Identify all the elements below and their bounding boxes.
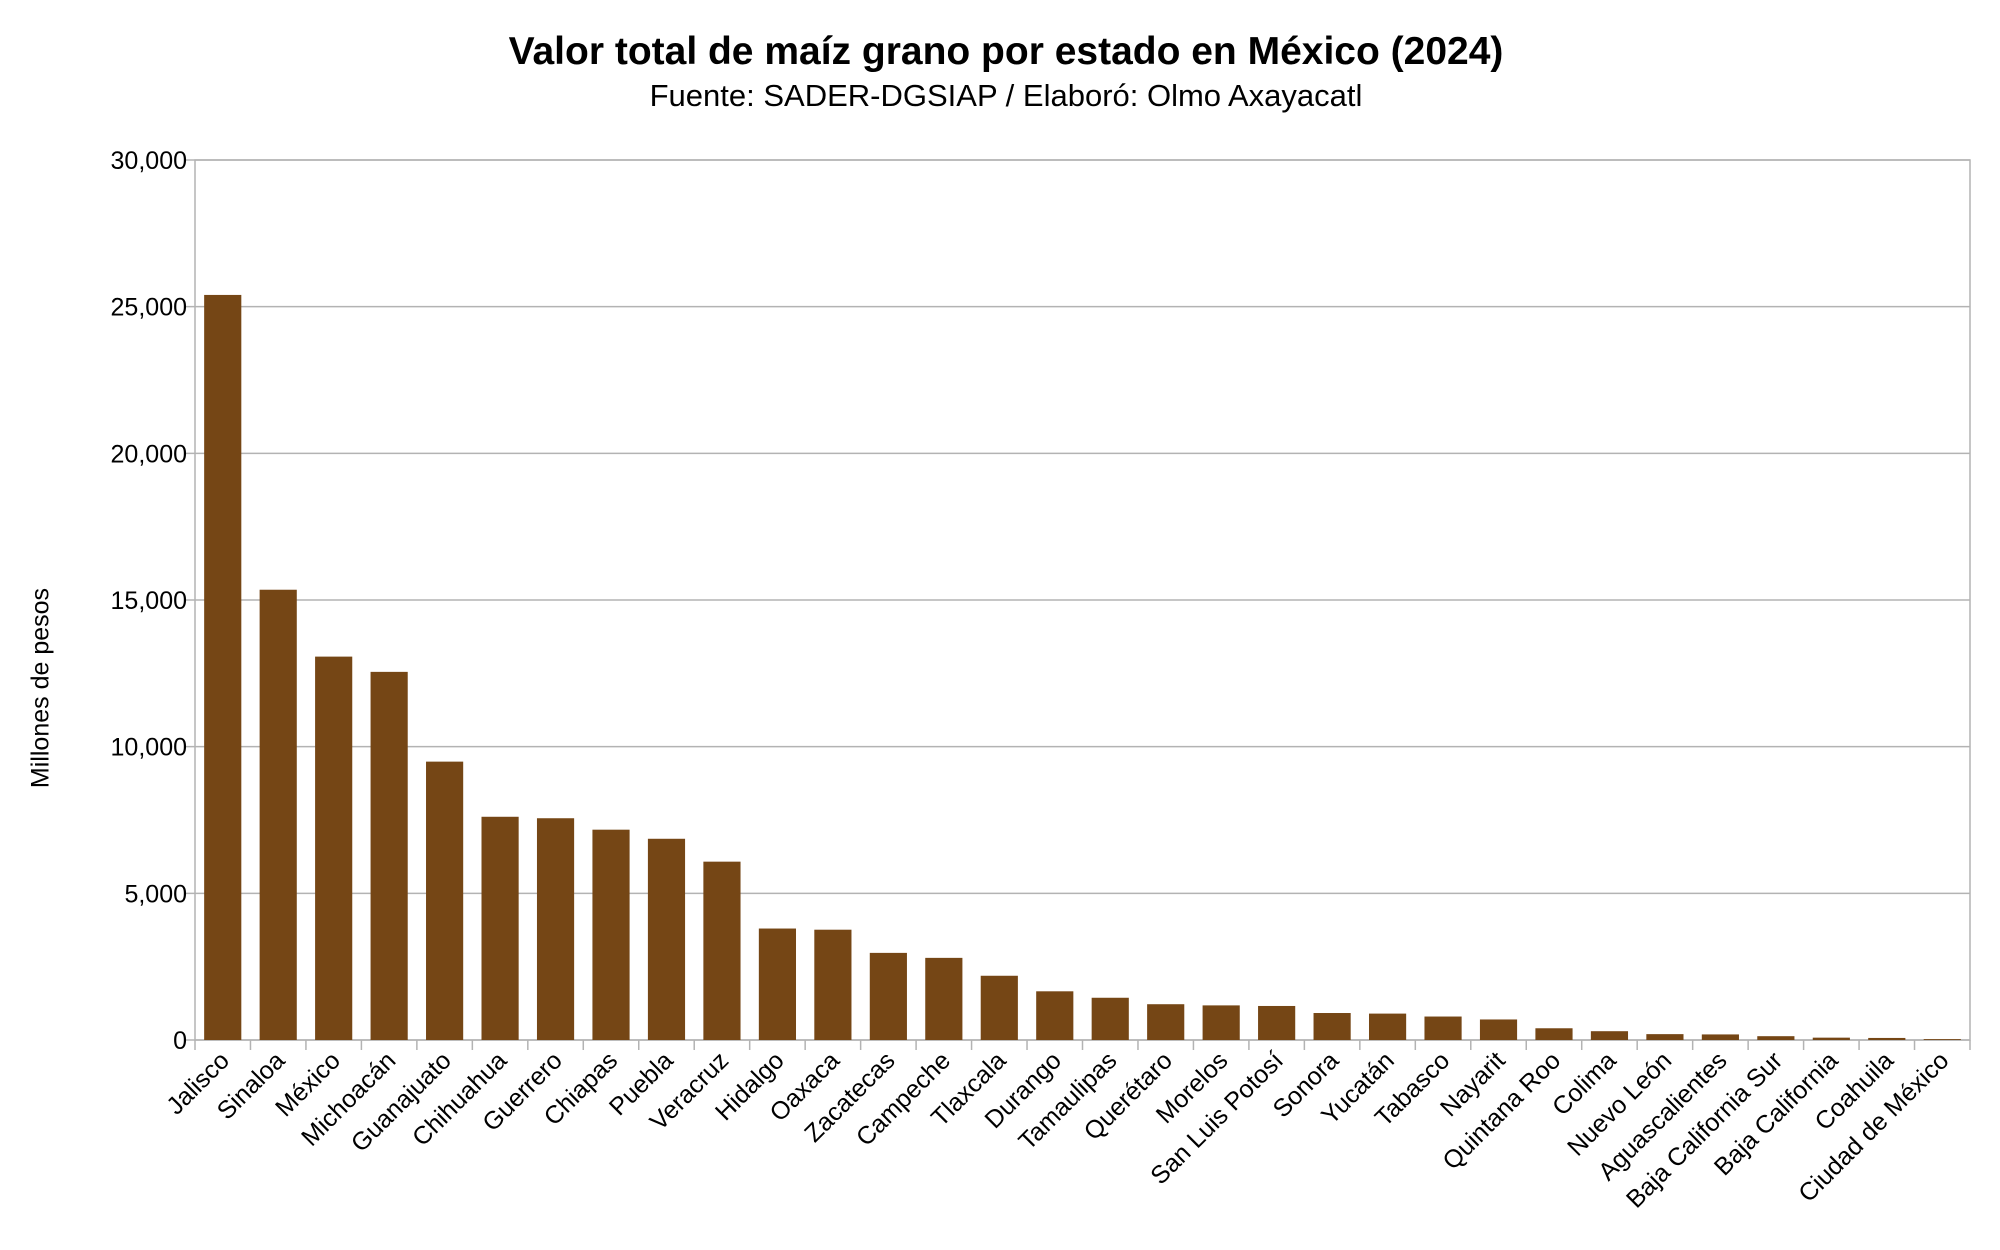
- bar: [1701, 1034, 1739, 1040]
- bar: [1479, 1019, 1518, 1040]
- chart-subtitle: Fuente: SADER-DGSIAP / Elaboró: Olmo Axa…: [649, 78, 1363, 113]
- y-tick-label: 15,000: [111, 587, 187, 615]
- bar: [1091, 997, 1129, 1040]
- bar: [1757, 1036, 1795, 1040]
- bar: [1202, 1005, 1240, 1040]
- bar: [1368, 1013, 1407, 1040]
- bar: [869, 952, 907, 1040]
- bar: [1424, 1016, 1462, 1040]
- bar: [1036, 991, 1074, 1040]
- bar: [1313, 1013, 1351, 1040]
- y-tick-label: 25,000: [111, 294, 187, 322]
- bar: [1590, 1031, 1629, 1040]
- bar: [1812, 1037, 1850, 1040]
- bar: [925, 957, 963, 1040]
- bar: [536, 818, 575, 1040]
- bar: [1258, 1005, 1296, 1040]
- bar: [647, 838, 686, 1040]
- bar: [1147, 1004, 1185, 1040]
- bar: [370, 671, 408, 1040]
- bar: [1923, 1039, 1961, 1040]
- bar: [1646, 1034, 1684, 1040]
- y-tick-label: 30,000: [111, 147, 187, 175]
- bar: [592, 829, 630, 1040]
- bar: [426, 761, 464, 1040]
- bar: [1868, 1037, 1906, 1040]
- bar: [315, 656, 353, 1040]
- y-tick-label: 5,000: [124, 880, 187, 908]
- bar: [259, 589, 297, 1040]
- chart-title: Valor total de maíz grano por estado en …: [508, 30, 1504, 73]
- bar: [980, 975, 1018, 1040]
- y-tick-label: 0: [173, 1027, 187, 1055]
- bar: [758, 928, 797, 1040]
- bar: [814, 929, 852, 1040]
- bar: [481, 816, 519, 1040]
- y-tick-label: 10,000: [111, 734, 187, 762]
- bar: [204, 294, 242, 1040]
- bar: [703, 861, 741, 1040]
- y-tick-label: 20,000: [111, 440, 187, 468]
- bar: [1535, 1028, 1573, 1040]
